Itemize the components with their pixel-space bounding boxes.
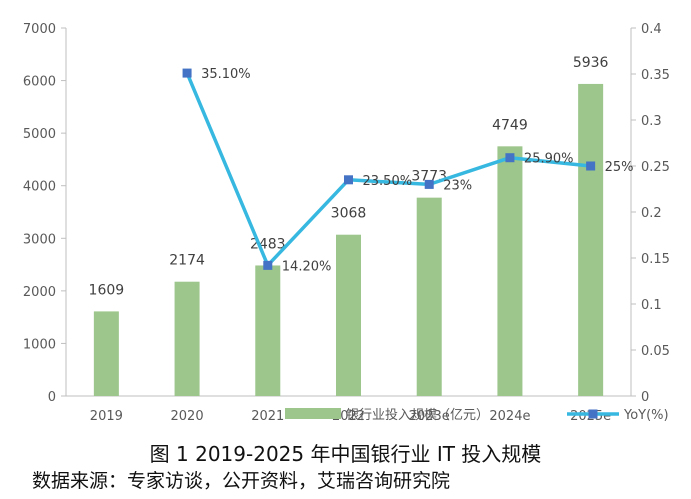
x-tick-label: 2024e	[489, 409, 530, 424]
left-tick-label: 3000	[23, 232, 56, 247]
yoy-marker	[263, 260, 273, 270]
figure-caption: 图 1 2019-2025 年中国银行业 IT 投入规模	[149, 442, 542, 466]
yoy-data-label: 14.20%	[282, 259, 332, 274]
bar-data-label: 3068	[331, 206, 367, 222]
left-tick-label: 5000	[23, 127, 56, 142]
legend: 银行业投入规模（亿元） YoY(%)	[285, 407, 669, 423]
yoy-marker	[586, 161, 596, 171]
bar	[336, 234, 361, 396]
legend-line-marker	[588, 409, 598, 419]
right-tick-label: 0.15	[641, 252, 670, 267]
yoy-marker	[424, 179, 434, 189]
bar	[497, 146, 523, 396]
left-tick-label: 4000	[23, 180, 56, 195]
bar-data-label: 2174	[169, 253, 205, 269]
yoy-data-label: 23.50%	[363, 174, 413, 189]
left-tick-label: 1000	[23, 337, 56, 352]
x-tick-label: 2020	[171, 409, 204, 424]
yoy-marker	[344, 175, 353, 185]
left-tick-label: 7000	[23, 22, 56, 37]
bar-data-label: 1609	[89, 282, 125, 298]
yoy-data-label: 35.10%	[201, 67, 251, 82]
x-tick-label: 2019	[90, 409, 123, 424]
bar	[416, 197, 442, 396]
x-tick-label: 2023e	[409, 409, 450, 424]
line-series: 35.10% 14.20% 23.50% 23% 25.90% 25%	[182, 67, 634, 274]
yoy-line	[185, 72, 591, 268]
legend-bar-label: 银行业投入规模（亿元）	[346, 407, 489, 423]
bar	[93, 311, 119, 396]
right-tick-label: 0	[641, 390, 649, 405]
right-tick-label: 0.1	[641, 298, 662, 313]
bar-data-label: 4749	[492, 117, 528, 133]
right-y-axis: 0 0.05 0.1 0.15 0.2 0.25 0.3 0.35 0.4	[630, 22, 670, 405]
yoy-data-label: 25%	[605, 160, 634, 175]
right-tick-label: 0.35	[641, 68, 670, 83]
yoy-data-label: 25.90%	[524, 152, 574, 167]
bar	[578, 83, 604, 396]
yoy-marker	[505, 153, 515, 163]
bar	[174, 281, 200, 396]
x-tick-label: 2021	[251, 409, 284, 424]
combo-chart: 0 1000 2000 3000 4000 5000 6000 7000 0 0.05 0.1 0.…	[23, 22, 670, 424]
right-tick-label: 0.3	[641, 114, 662, 129]
legend-bar-swatch	[285, 408, 341, 419]
left-tick-label: 0	[48, 390, 56, 405]
right-tick-label: 0.25	[641, 160, 670, 175]
yoy-data-label: 23%	[443, 178, 472, 193]
bar-data-label: 5936	[573, 55, 609, 71]
yoy-marker	[182, 68, 192, 78]
right-tick-label: 0.05	[641, 344, 670, 359]
bar	[255, 265, 281, 396]
left-tick-label: 2000	[23, 285, 56, 300]
left-tick-label: 6000	[23, 75, 56, 90]
left-y-axis: 0 1000 2000 3000 4000 5000 6000 7000	[23, 22, 67, 405]
right-tick-label: 0.4	[641, 22, 662, 37]
legend-line-label: YoY(%)	[623, 408, 669, 423]
source-note: 数据来源：专家访谈，公开资料，艾瑞咨询研究院	[32, 470, 451, 492]
right-tick-label: 0.2	[641, 206, 662, 221]
